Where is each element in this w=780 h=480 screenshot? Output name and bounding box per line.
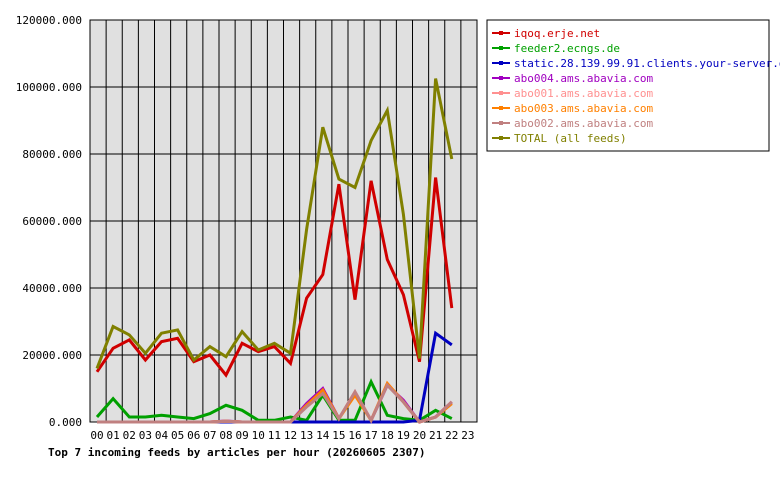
legend-marker [499,121,503,125]
grid [90,20,477,422]
x-tick-label: 18 [381,429,394,442]
y-tick-label: 120000.000 [16,14,82,27]
legend-label: abo001.ams.abavia.com [514,87,653,100]
x-tick-label: 09 [236,429,249,442]
legend-marker [499,46,503,50]
series-line-8 [95,78,454,369]
series-line-2 [95,378,453,422]
legend-marker [499,61,503,65]
y-tick-label: 60000.000 [22,215,82,228]
x-tick-label: 13 [300,429,313,442]
legend: iqoq.erje.net feeder2.ecngs.de static.28.1… [486,19,780,152]
x-tick-label: 16 [348,429,361,442]
x-tick-label: 22 [445,429,458,442]
chart-caption: Top 7 incoming feeds by articles per hou… [48,446,426,459]
legend-box [486,19,770,152]
series-lines [95,78,454,424]
legend-label: feeder2.ecngs.de [514,42,620,55]
x-tick-label: 21 [429,429,442,442]
y-axis: 0.000 20000.000 40000.000 60000.000 80000.00… [16,14,82,429]
x-tick-label: 02 [123,429,136,442]
legend-marker [499,91,503,95]
x-tick-label: 08 [219,429,232,442]
legend-label: abo004.ams.abavia.com [514,72,653,85]
x-tick-label: 14 [316,429,330,442]
legend-marker [499,106,503,110]
y-tick-label: 80000.000 [22,148,82,161]
legend-marker [499,76,503,80]
legend-label: abo002.ams.abavia.com [514,117,653,130]
x-tick-label: 01 [107,429,120,442]
legend-label: abo003.ams.abavia.com [514,102,653,115]
x-tick-label: 07 [203,429,216,442]
x-tick-label: 11 [268,429,281,442]
legend-label: iqoq.erje.net [514,27,600,40]
legend-marker [499,136,503,140]
series-line-7 [97,382,453,424]
legend-label: TOTAL (all feeds) [514,132,627,145]
x-tick-label: 17 [365,429,378,442]
y-tick-label: 40000.000 [22,282,82,295]
x-tick-label: 06 [187,429,200,442]
y-tick-label: 0.000 [49,416,82,429]
x-tick-label: 12 [284,429,297,442]
x-tick-label: 23 [461,429,474,442]
x-tick-label: 05 [171,429,184,442]
x-tick-label: 03 [139,429,152,442]
x-tick-label: 15 [332,429,345,442]
x-tick-label: 00 [90,429,103,442]
x-axis: 00 01 02 03 04 05 06 07 08 09 10 11 12 13 14 15 16 17 18 19… [90,429,474,442]
legend-marker [499,31,503,35]
series-line-1 [95,177,454,378]
x-tick-label: 10 [252,429,265,442]
x-tick-label: 20 [413,429,426,442]
x-tick-label: 19 [397,429,410,442]
x-tick-label: 04 [155,429,169,442]
legend-label: static.28.139.99.91.clients.your-server.… [514,57,780,70]
y-tick-label: 20000.000 [22,349,82,362]
y-tick-label: 100000.000 [16,81,82,94]
